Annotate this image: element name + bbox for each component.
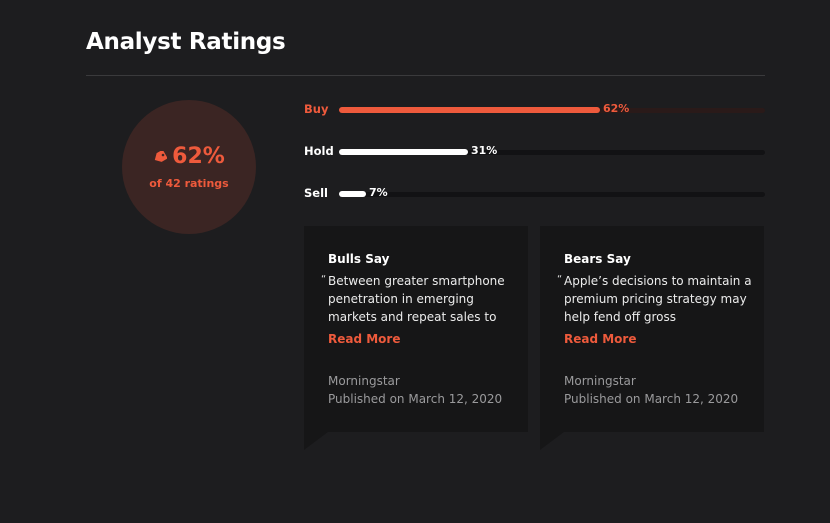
rating-label-hold: Hold (304, 144, 334, 158)
bears-source: Morningstar (564, 374, 636, 388)
rating-row-hold: Hold 31% (304, 144, 765, 160)
rating-summary-circle: 62% of 42 ratings (122, 100, 256, 234)
bulls-card-tail (304, 432, 328, 450)
rating-row-buy: Buy 62% (304, 102, 765, 118)
bears-say-title: Bears Say (564, 252, 631, 266)
rating-label-buy: Buy (304, 102, 329, 116)
rating-summary-percent-wrap: 62% (122, 144, 256, 169)
rating-summary-percent: 62% (172, 144, 225, 169)
rating-track-hold (339, 150, 765, 155)
bears-read-more-link[interactable]: Read More (564, 332, 637, 346)
bulls-say-title: Bulls Say (328, 252, 390, 266)
bears-say-quote: Apple’s decisions to maintain a premium … (564, 274, 752, 324)
rating-label-sell: Sell (304, 186, 328, 200)
page-title: Analyst Ratings (86, 29, 286, 55)
bears-card-tail (540, 432, 564, 450)
bulls-publish-date: Published on March 12, 2020 (328, 392, 503, 406)
rating-percent-sell: 7% (369, 186, 388, 199)
bears-say-card: Bears Say “ Apple’s decisions to maintai… (540, 226, 764, 432)
quote-icon: “ (557, 274, 563, 285)
rating-track-sell (339, 192, 765, 197)
header-divider (86, 75, 765, 76)
tag-icon (154, 150, 168, 162)
bulls-read-more-link[interactable]: Read More (328, 332, 401, 346)
bulls-say-card: Bulls Say “ Between greater smartphone p… (304, 226, 528, 432)
bulls-say-quote: Between greater smartphone penetration i… (328, 274, 505, 324)
bears-publish-date: Published on March 12, 2020 (564, 392, 739, 406)
quote-icon: “ (321, 274, 327, 285)
bulls-source: Morningstar (328, 374, 400, 388)
rating-bar-hold (339, 149, 468, 155)
rating-percent-hold: 31% (471, 144, 498, 157)
rating-bar-buy (339, 107, 600, 113)
rating-row-sell: Sell 7% (304, 186, 765, 202)
rating-summary-count: of 42 ratings (149, 177, 229, 190)
rating-percent-buy: 62% (603, 102, 630, 115)
rating-bar-sell (339, 191, 366, 197)
